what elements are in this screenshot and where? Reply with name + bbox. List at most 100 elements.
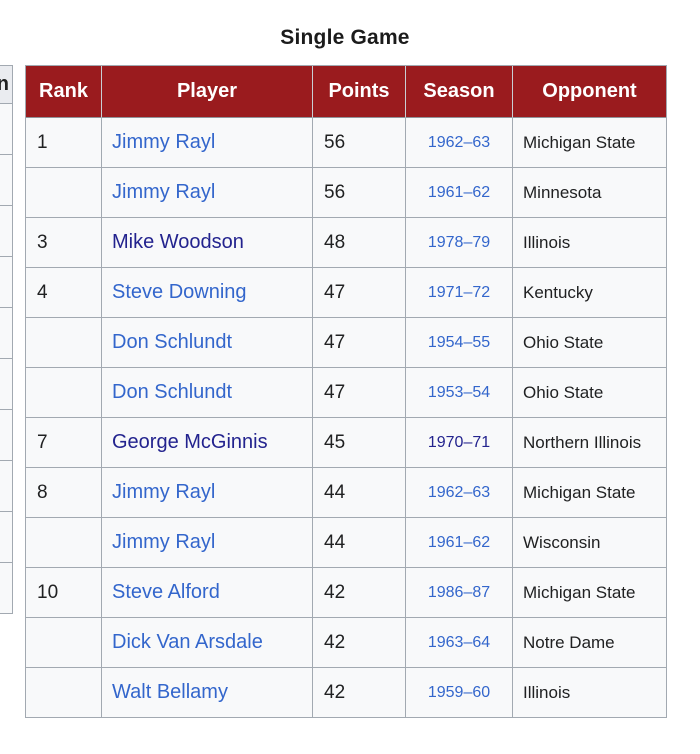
season-cell: 1962–63: [406, 118, 513, 168]
points-cell: 42: [313, 568, 406, 618]
adjacent-table-row: [0, 461, 12, 512]
points-cell: 56: [313, 168, 406, 218]
season-cell: 1978–79: [406, 218, 513, 268]
opponent-cell: Northern Illinois: [513, 418, 666, 468]
points-cell: 45: [313, 418, 406, 468]
opponent-cell: Illinois: [513, 668, 666, 717]
season-cell: 1961–62: [406, 168, 513, 218]
player-link[interactable]: Dick Van Arsdale: [112, 631, 263, 653]
season-cell: 1954–55: [406, 318, 513, 368]
table-row: 8 Jimmy Rayl 44 1962–63 Michigan State: [26, 468, 666, 518]
rank-cell: [26, 318, 102, 368]
points-cell: 47: [313, 318, 406, 368]
season-link[interactable]: 1961–62: [427, 183, 491, 201]
table-row: 3 Mike Woodson 48 1978–79 Illinois: [26, 218, 666, 268]
table-row: 1 Jimmy Rayl 56 1962–63 Michigan State: [26, 118, 666, 168]
rank-cell: 8: [26, 468, 102, 518]
points-cell: 44: [313, 468, 406, 518]
opponent-cell: Notre Dame: [513, 618, 666, 668]
opponent-cell: Ohio State: [513, 318, 666, 368]
player-cell: Jimmy Rayl: [102, 168, 313, 218]
player-cell: Don Schlundt: [102, 368, 313, 418]
header-row: Rank Player Points Season Opponent: [26, 66, 666, 118]
rank-cell: 1: [26, 118, 102, 168]
column-header-player: Player: [102, 66, 313, 118]
season-link[interactable]: 1953–54: [427, 383, 491, 401]
adjacent-table-row: [0, 155, 12, 206]
player-link[interactable]: Walt Bellamy: [112, 681, 228, 703]
rank-cell: 10: [26, 568, 102, 618]
points-cell: 42: [313, 618, 406, 668]
adjacent-table-row: [0, 104, 12, 155]
adjacent-table-row: [0, 308, 12, 359]
player-cell: Jimmy Rayl: [102, 518, 313, 568]
season-link[interactable]: 1959–60: [427, 683, 491, 701]
player-link[interactable]: Jimmy Rayl: [112, 131, 216, 153]
player-link[interactable]: George McGinnis: [112, 431, 268, 453]
rank-cell: [26, 368, 102, 418]
season-link[interactable]: 1962–63: [427, 133, 491, 151]
player-link[interactable]: Jimmy Rayl: [112, 481, 216, 503]
points-cell: 47: [313, 268, 406, 318]
rank-cell: 3: [26, 218, 102, 268]
column-header-season: Season: [406, 66, 513, 118]
opponent-cell: Michigan State: [513, 568, 666, 618]
season-link[interactable]: 1978–79: [427, 233, 491, 251]
adjacent-table-row: [0, 512, 12, 563]
table-row: 4 Steve Downing 47 1971–72 Kentucky: [26, 268, 666, 318]
table-row: 7 George McGinnis 45 1970–71 Northern Il…: [26, 418, 666, 468]
season-link[interactable]: 1962–63: [427, 483, 491, 501]
season-cell: 1953–54: [406, 368, 513, 418]
player-cell: Don Schlundt: [102, 318, 313, 368]
season-link[interactable]: 1970–71: [427, 433, 491, 451]
rank-cell: [26, 168, 102, 218]
player-link[interactable]: Mike Woodson: [112, 231, 244, 253]
points-cell: 48: [313, 218, 406, 268]
table-row: Dick Van Arsdale 42 1963–64 Notre Dame: [26, 618, 666, 668]
page-title: Single Game: [280, 26, 410, 49]
single-game-table: Rank Player Points Season Opponent 1 Jim…: [25, 65, 667, 718]
player-cell: Walt Bellamy: [102, 668, 313, 717]
season-cell: 1962–63: [406, 468, 513, 518]
season-link[interactable]: 1963–64: [427, 633, 491, 651]
season-link[interactable]: 1986–87: [427, 583, 491, 601]
adjacent-table-header-fragment: n: [0, 66, 12, 104]
player-link[interactable]: Steve Downing: [112, 281, 247, 303]
adjacent-table-fragment: n: [0, 65, 13, 615]
player-cell: George McGinnis: [102, 418, 313, 468]
season-link[interactable]: 1971–72: [427, 283, 491, 301]
player-link[interactable]: Don Schlundt: [112, 331, 233, 353]
points-cell: 42: [313, 668, 406, 717]
adjacent-table-row: [0, 257, 12, 308]
opponent-cell: Ohio State: [513, 368, 666, 418]
column-header-opponent: Opponent: [513, 66, 666, 118]
opponent-cell: Wisconsin: [513, 518, 666, 568]
opponent-cell: Illinois: [513, 218, 666, 268]
player-link[interactable]: Steve Alford: [112, 581, 220, 603]
rank-cell: [26, 518, 102, 568]
player-cell: Jimmy Rayl: [102, 468, 313, 518]
table-row: Jimmy Rayl 56 1961–62 Minnesota: [26, 168, 666, 218]
season-link[interactable]: 1954–55: [427, 333, 491, 351]
player-link[interactable]: Jimmy Rayl: [112, 531, 216, 553]
season-cell: 1959–60: [406, 668, 513, 717]
points-cell: 44: [313, 518, 406, 568]
player-cell: Jimmy Rayl: [102, 118, 313, 168]
table-row: Walt Bellamy 42 1959–60 Illinois: [26, 668, 666, 717]
player-link[interactable]: Don Schlundt: [112, 381, 233, 403]
player-cell: Mike Woodson: [102, 218, 313, 268]
table-row: Jimmy Rayl 44 1961–62 Wisconsin: [26, 518, 666, 568]
opponent-cell: Minnesota: [513, 168, 666, 218]
season-cell: 1961–62: [406, 518, 513, 568]
rank-cell: [26, 668, 102, 717]
season-link[interactable]: 1961–62: [427, 533, 491, 551]
rank-cell: 4: [26, 268, 102, 318]
column-header-rank: Rank: [26, 66, 102, 118]
adjacent-table-row: [0, 359, 12, 410]
table-row: Don Schlundt 47 1954–55 Ohio State: [26, 318, 666, 368]
adjacent-table-row: [0, 206, 12, 257]
player-link[interactable]: Jimmy Rayl: [112, 181, 216, 203]
points-cell: 47: [313, 368, 406, 418]
column-header-points: Points: [313, 66, 406, 118]
